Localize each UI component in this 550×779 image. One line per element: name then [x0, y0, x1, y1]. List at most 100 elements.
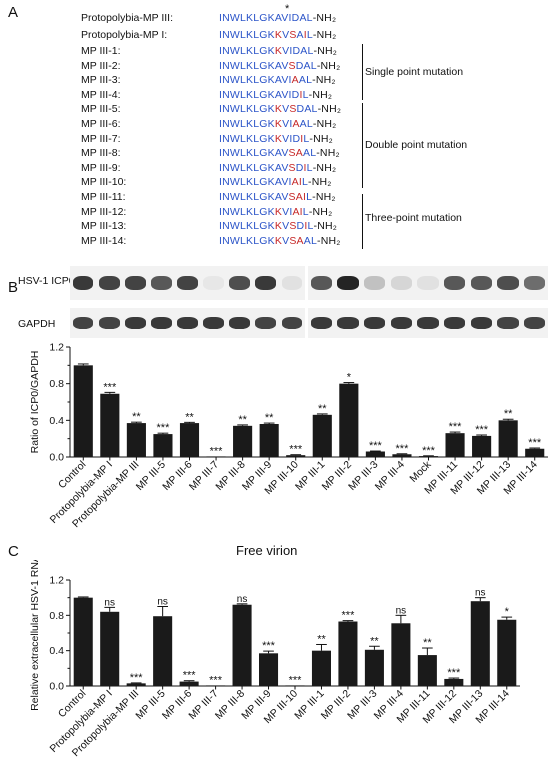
- y-tick-label: 1.2: [49, 575, 64, 587]
- peptide-sequence: INWLKLGKAVIAAL-NH₂: [219, 74, 336, 86]
- peptide-name: MP III-6:: [81, 118, 121, 130]
- mutation-star: *: [285, 3, 290, 15]
- residue: L: [310, 147, 317, 160]
- residue: D: [296, 220, 305, 233]
- residue: I: [289, 132, 293, 145]
- blot-band: [417, 317, 439, 329]
- blot-band: [203, 276, 225, 290]
- significance-label: **: [318, 403, 327, 415]
- y-tick-label: 0.8: [49, 610, 64, 622]
- residue: A: [296, 29, 304, 41]
- residue: V: [281, 176, 289, 189]
- amide-suffix: -NH₂: [313, 220, 338, 233]
- amide-suffix: -NH₂: [308, 88, 333, 101]
- blot-band: [150, 317, 172, 329]
- y-axis-label: Relative extracellular HSV-1 RNA: [29, 560, 41, 711]
- mutated-residue: A: [291, 176, 299, 189]
- residue: V: [282, 205, 290, 218]
- bar: [418, 456, 439, 457]
- significance-label: ns: [104, 597, 115, 608]
- mutated-residue: S: [289, 29, 297, 41]
- mutated-residue: K: [274, 234, 283, 247]
- amide-suffix: -NH₂: [308, 205, 333, 218]
- peptide-sequence: INWLKLGKAVIDAL-NH₂: [219, 12, 336, 24]
- amide-suffix: -NH₂: [317, 103, 342, 116]
- mutated-residue: S: [288, 161, 296, 174]
- blot-band: [98, 276, 120, 290]
- blot-band: [255, 317, 277, 329]
- significance-label: ***: [183, 670, 197, 682]
- mutated-residue: A: [295, 191, 303, 203]
- significance-label: ***: [475, 424, 489, 436]
- significance-label: **: [504, 408, 513, 420]
- significance-label: **: [265, 412, 274, 424]
- mutated-residue: S: [288, 59, 296, 72]
- peptide-name: MP III-5:: [81, 103, 121, 116]
- amide-suffix: -NH₂: [312, 118, 337, 130]
- panel-label-b: B: [8, 279, 19, 296]
- residue: A: [274, 74, 282, 87]
- residue: I: [289, 45, 293, 57]
- bar: [497, 619, 517, 686]
- three-point-mutation-label: Three-point mutation: [365, 212, 462, 224]
- bar: [126, 683, 146, 686]
- residue: A: [303, 234, 311, 247]
- amide-suffix: -NH₂: [312, 12, 337, 24]
- significance-label: ***: [396, 443, 410, 455]
- residue: L: [307, 45, 314, 57]
- blot-band: [470, 276, 492, 290]
- significance-label: **: [238, 414, 247, 426]
- residue: D: [292, 45, 301, 57]
- mutated-residue: A: [291, 74, 299, 87]
- sequence-prefix: INWLKLGK: [219, 234, 275, 247]
- mutated-residue: I: [299, 205, 303, 218]
- residue: I: [288, 74, 292, 87]
- residue: D: [296, 103, 305, 116]
- peptide-sequence: INWLKLGKKVIAAL-NH₂: [219, 118, 336, 130]
- residue: L: [302, 176, 309, 189]
- mutated-residue: A: [292, 205, 300, 218]
- sequence-prefix: INWLKLGK: [219, 74, 275, 87]
- residue: I: [289, 205, 293, 218]
- mutated-residue: I: [300, 132, 304, 145]
- residue: A: [274, 59, 282, 72]
- peptide-sequence: INWLKLGKKVIAIL-NH₂: [219, 206, 332, 218]
- residue: I: [288, 88, 292, 101]
- significance-label: **: [317, 633, 326, 645]
- bar: [232, 604, 252, 686]
- blot-band: [255, 276, 277, 290]
- significance-label: ***: [289, 674, 303, 686]
- single-mutation-bracket: [358, 44, 363, 100]
- mutated-residue: A: [295, 147, 303, 160]
- peptide-sequence: INWLKLGKKVSDIL-NH₂: [219, 220, 337, 232]
- bar: [179, 423, 200, 457]
- blot-band: [310, 317, 332, 329]
- residue: D: [292, 132, 301, 145]
- peptide-name: MP III-9:: [81, 161, 121, 174]
- y-tick-label: 0.0: [49, 681, 64, 693]
- significance-label: ***: [209, 674, 223, 686]
- blot-band: [281, 276, 303, 290]
- sequence-prefix: INWLKLGK: [219, 29, 275, 41]
- blot-band: [444, 276, 466, 290]
- significance-label: ***: [103, 381, 117, 393]
- sequence-prefix: INWLKLGK: [219, 103, 275, 116]
- single-mutation-label: Single point mutation: [365, 66, 464, 78]
- mutated-residue: K: [274, 29, 283, 41]
- blot-band: [229, 276, 251, 290]
- amide-suffix: -NH₂: [312, 74, 336, 87]
- bar: [472, 435, 492, 457]
- y-tick-label: 0.4: [49, 645, 64, 657]
- peptide-sequence: INWLKLGKAVSAIL-NH₂: [219, 191, 336, 203]
- residue: L: [306, 191, 313, 203]
- bar: [259, 653, 279, 686]
- peptide-name: Protopolybia-MP I:: [81, 29, 168, 41]
- three-point-mutation-bracket: [358, 194, 363, 249]
- blot-band: [390, 317, 412, 329]
- blot-label-icp0: HSV-1 ICP0: [18, 275, 75, 287]
- mutated-residue: K: [274, 220, 283, 233]
- residue: V: [281, 161, 289, 174]
- significance-label: **: [185, 411, 194, 423]
- significance-label: *: [347, 372, 352, 384]
- residue: I: [289, 118, 293, 130]
